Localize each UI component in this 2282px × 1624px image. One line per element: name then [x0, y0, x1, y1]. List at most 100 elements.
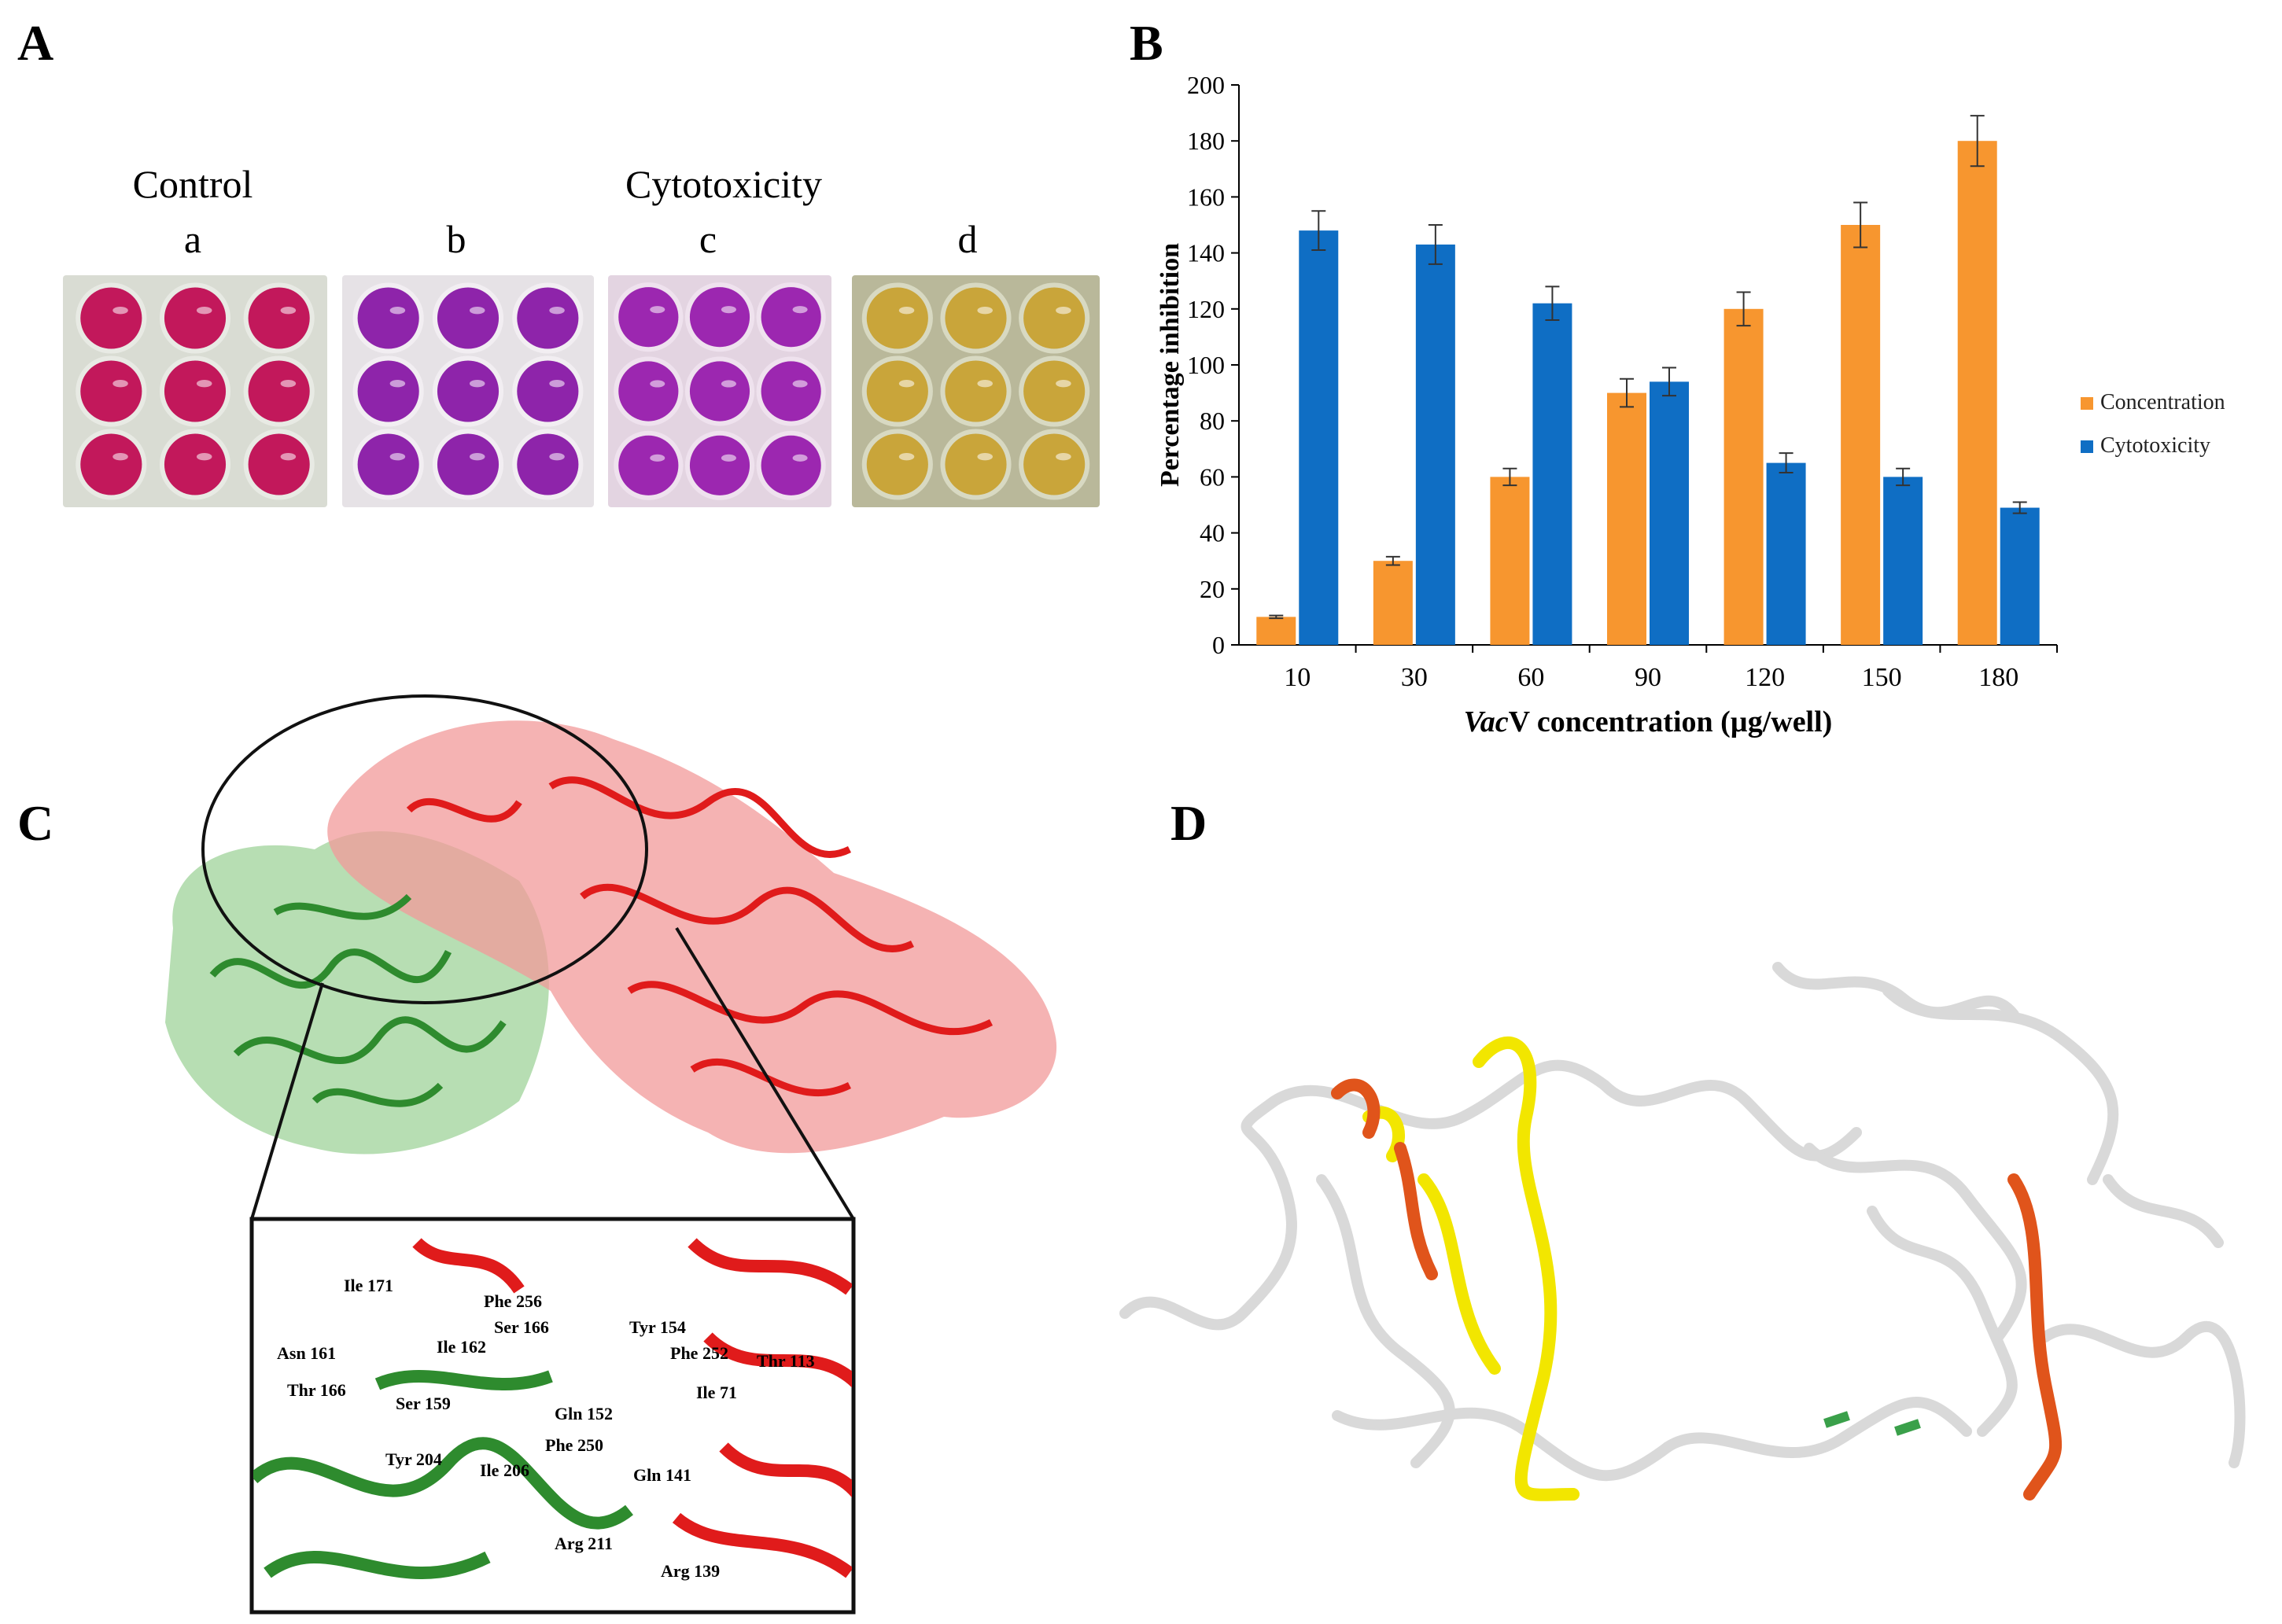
y-tick-label: 100 — [1187, 351, 1225, 379]
cytotoxicity-bar — [1299, 230, 1339, 645]
well — [517, 360, 579, 422]
panel-letter-a: A — [17, 15, 54, 71]
well — [1023, 287, 1086, 349]
concentration-bar — [1841, 225, 1881, 645]
cytotoxicity-bar — [1650, 381, 1689, 645]
y-tick-label: 20 — [1200, 575, 1225, 603]
residue-label: Ile 171 — [344, 1276, 393, 1295]
well-highlight — [112, 307, 128, 315]
y-axis-label: Percentage inhibition — [1156, 243, 1185, 487]
residue-label: Gln 152 — [555, 1404, 613, 1423]
well-highlight — [792, 380, 808, 388]
well — [357, 287, 419, 349]
orange-ribbons — [1331, 1078, 2063, 1501]
well — [1023, 433, 1086, 495]
panel-letter-b: B — [1130, 15, 1163, 71]
cytotoxicity-bar — [1766, 462, 1806, 645]
x-tick-label: 90 — [1635, 663, 1661, 692]
well-highlight — [196, 453, 212, 461]
well — [945, 360, 1007, 422]
well-highlight — [469, 307, 485, 315]
well — [689, 287, 750, 348]
well-highlight — [196, 380, 212, 388]
well-highlight — [977, 380, 993, 388]
well-highlight — [898, 307, 915, 315]
well — [618, 435, 679, 495]
residue-label: Ser 159 — [396, 1394, 451, 1413]
inset-box — [249, 1217, 856, 1615]
well-highlight — [1056, 380, 1071, 388]
residue-label: Asn 161 — [277, 1343, 337, 1363]
residue-label: Arg 211 — [555, 1534, 613, 1553]
y-tick-label: 80 — [1200, 407, 1225, 435]
well-highlight — [389, 380, 406, 388]
well — [761, 287, 821, 348]
cytotoxicity-bar — [1415, 244, 1455, 645]
well-highlight — [977, 453, 993, 461]
well — [689, 361, 750, 422]
well-highlight — [792, 306, 808, 314]
well-highlight — [469, 380, 485, 388]
well — [437, 433, 500, 495]
residue-label: Tyr 204 — [385, 1449, 442, 1469]
well — [761, 361, 821, 422]
well — [357, 360, 419, 422]
green-ribbons — [209, 893, 507, 1107]
residue-label: Phe 256 — [484, 1291, 542, 1311]
concentration-bar — [1607, 392, 1646, 645]
well-plate-control — [63, 275, 327, 507]
well-highlight — [1056, 453, 1071, 461]
legend-label: Concentration — [2100, 390, 2225, 414]
residue-label: Ile 71 — [696, 1383, 737, 1402]
green-ribbon-bits — [1823, 1411, 1921, 1436]
well-highlight — [280, 380, 297, 388]
inset-red-ribbons — [412, 1238, 852, 1578]
residue-label: Gln 141 — [633, 1465, 691, 1485]
well — [945, 433, 1007, 495]
red-ribbons — [406, 776, 994, 1097]
well-label-b: b — [446, 217, 466, 261]
well — [517, 287, 579, 349]
well-highlight — [721, 380, 736, 388]
y-tick-label: 140 — [1187, 239, 1225, 267]
white-ribbons — [1119, 962, 2246, 1482]
x-axis-label-rest: V concentration (µg/well) — [1509, 705, 1833, 738]
well-highlight — [721, 306, 736, 314]
residue-label: Thr 113 — [757, 1351, 815, 1371]
group-label-cytotoxicity: Cytotoxicity — [625, 162, 822, 206]
well-highlight — [792, 454, 808, 462]
well — [164, 360, 227, 422]
legend-swatch — [2081, 397, 2093, 410]
well — [945, 287, 1007, 349]
residue-label: Phe 250 — [545, 1435, 603, 1455]
well-highlight — [196, 307, 212, 315]
legend-swatch — [2081, 440, 2093, 453]
residue-label: Ile 206 — [480, 1460, 529, 1480]
well — [248, 360, 310, 422]
y-tick-label: 200 — [1187, 71, 1225, 99]
well-highlight — [389, 307, 406, 315]
well — [248, 287, 310, 349]
y-tick-label: 180 — [1187, 127, 1225, 155]
well — [761, 435, 821, 495]
well-highlight — [898, 380, 915, 388]
well-highlight — [1056, 307, 1071, 315]
well — [357, 433, 419, 495]
panel-letter-c: C — [17, 795, 54, 851]
y-tick-label: 160 — [1187, 182, 1225, 211]
well — [80, 360, 142, 422]
well-highlight — [112, 453, 128, 461]
well-highlight — [898, 453, 915, 461]
well — [164, 287, 227, 349]
x-tick-label: 120 — [1745, 663, 1785, 692]
residue-label: Arg 139 — [661, 1561, 721, 1581]
well — [689, 435, 750, 495]
concentration-bar — [1957, 141, 1997, 645]
x-axis-label-italic: Vac — [1464, 705, 1509, 738]
x-tick-label: 60 — [1517, 663, 1544, 692]
well-highlight — [469, 453, 485, 461]
concentration-bar — [1256, 617, 1296, 645]
protein-complex-image — [165, 694, 1057, 1615]
well — [866, 433, 928, 495]
cytotoxicity-bar — [1883, 477, 1923, 645]
